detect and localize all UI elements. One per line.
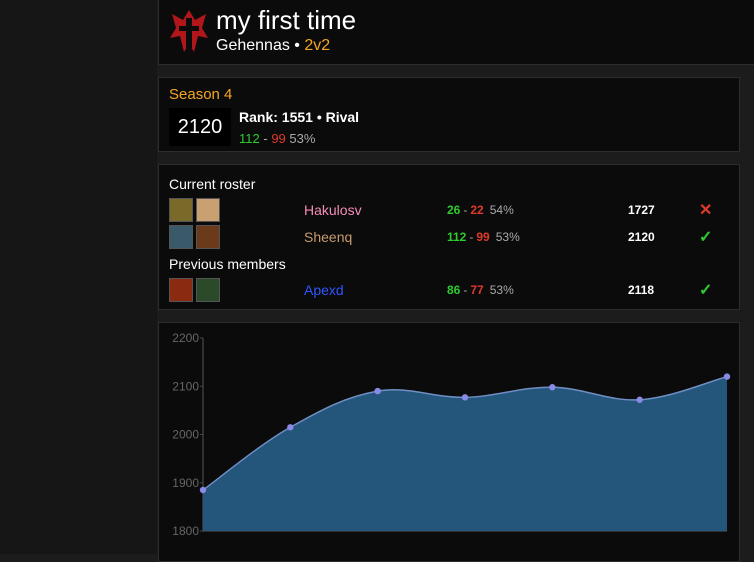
rank: Rank: 1551 • Rival [239,109,360,125]
player-name: Hakulosv [304,202,362,218]
player-name: Sheenq [304,229,353,245]
season-rating: 2120 [169,108,231,146]
y-tick-label: 2000 [172,428,199,442]
faction-icon [170,10,208,52]
wins: 86 [447,283,461,297]
y-tick-label: 1800 [172,524,199,538]
class-icon [169,278,193,302]
season-record: 112 - 99 53% [239,131,315,146]
win-pct: 53% [289,131,316,146]
separator: • [294,37,300,54]
status-icon: ✓ [699,229,713,246]
dash: - [469,230,474,244]
sidebar [0,0,157,554]
rating-chart: 1800 1900 2000 2100 2200 [172,331,731,538]
class-icon [169,225,193,249]
player-record: 86-77 53% [447,283,517,297]
area [203,376,727,531]
player-record: 112-99 53% [447,230,523,244]
point [636,396,643,403]
wins: 112 [447,230,467,244]
pct: 53% [489,283,514,297]
y-tick-label: 2100 [172,379,199,393]
player-name: Apexd [304,282,344,298]
dash: - [463,203,468,217]
player-rating: 1727 [628,203,655,217]
team-header: my first time Gehennas • 2v2 [158,0,754,65]
losses: 99 [271,131,286,146]
y-tick-label: 1900 [172,476,199,490]
season-name: Season 4 [169,86,233,103]
team-title: my first time [216,5,357,35]
point [374,387,381,395]
y-tick-label: 2200 [172,331,199,345]
class-icon [196,225,220,249]
class-icon [169,198,193,222]
class-icon [196,198,220,222]
point [287,424,294,431]
player-rating: 2120 [628,230,655,244]
team-subtitle: Gehennas • 2v2 [216,37,330,55]
point [549,384,556,391]
class-icon [196,278,220,302]
losses: 77 [470,283,484,297]
dash: - [263,131,268,146]
dash: - [463,283,468,297]
point [723,373,731,380]
losses: 99 [476,230,490,244]
status-icon: ✓ [699,282,713,299]
bracket: 2v2 [304,37,331,54]
pct: 54% [489,203,514,217]
status-icon: ✕ [699,202,713,219]
season-panel: Season 4 2120 Rank: 1551 • Rival 112 - 9… [158,77,740,152]
section-title: Previous members [169,256,286,272]
point [199,486,207,494]
wins: 26 [447,203,461,217]
roster-panel: Current roster Previous members Hakulosv… [158,164,740,310]
point [461,394,469,401]
realm: Gehennas [216,37,290,54]
losses: 22 [470,203,484,217]
player-record: 26-22 54% [447,203,517,217]
chart-panel: 1800 1900 2000 2100 2200 [158,322,740,562]
wins: 112 [239,131,260,146]
section-title: Current roster [169,176,256,192]
player-rating: 2118 [628,283,655,297]
pct: 53% [495,230,520,244]
